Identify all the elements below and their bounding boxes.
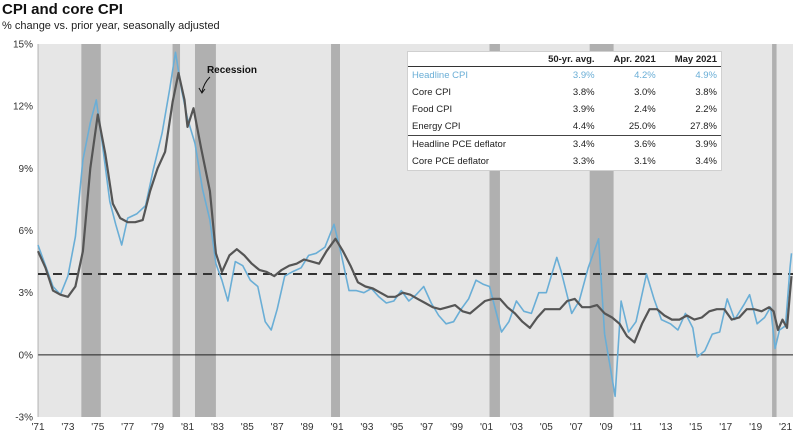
- tick-labels: -3% 0% 3% 6% 9% 12% 15% '71 '73 '75 '77 '79 '81 '83 '8…: [13, 40, 792, 434]
- cell-50yr: 3.4%: [532, 135, 599, 153]
- x-tick-label: '73: [61, 422, 74, 433]
- cell-apr2021: 25.0%: [628, 121, 656, 132]
- cell-may2021: 4.9%: [695, 70, 717, 81]
- stats-row-core-cpi: Core CPI 3.8% 3.0% 3.8%: [408, 84, 721, 101]
- cell-50yr: 4.4%: [572, 121, 595, 132]
- x-tick-label: '75: [91, 422, 104, 433]
- row-label: Core CPI: [412, 87, 452, 98]
- stats-row-headline-pce: Headline PCE deflator 3.4% 3.6% 3.9%: [408, 135, 721, 153]
- cell-apr2021: 3.0%: [634, 87, 656, 98]
- cell-50yr: 3.9%: [572, 104, 595, 115]
- x-tick-label: '99: [450, 422, 463, 433]
- stats-header-apr2021: Apr. 2021: [598, 52, 660, 67]
- series-lines: [36, 51, 793, 398]
- cell-may2021: 3.4%: [695, 156, 717, 167]
- headline-cpi-line: [37, 51, 793, 398]
- x-tick-label: '71: [31, 422, 44, 433]
- x-tick-label: '85: [241, 422, 254, 433]
- axis-lines: [37, 44, 793, 417]
- x-tick-label: '17: [719, 422, 732, 433]
- recession-band: [772, 44, 777, 417]
- x-tick-label: '01: [480, 422, 493, 433]
- y-tick-label: -3%: [15, 413, 33, 424]
- recession-band: [194, 44, 216, 417]
- stats-header-50yr: 50-yr. avg.: [532, 52, 599, 67]
- cell-apr2021: 4.2%: [634, 70, 656, 81]
- cell-50yr: 3.8%: [572, 87, 595, 98]
- row-label: Food CPI: [412, 104, 453, 115]
- cell-50yr: 3.9%: [572, 70, 595, 81]
- cell-may2021: 2.2%: [695, 104, 717, 115]
- row-label: Core PCE deflator: [412, 156, 490, 167]
- x-tick-label: '09: [600, 422, 613, 433]
- x-tick-label: '21: [779, 422, 792, 433]
- y-tick-label: 9%: [19, 164, 34, 175]
- x-tick-label: '13: [659, 422, 672, 433]
- x-tick-label: '89: [301, 422, 314, 433]
- x-tick-label: '81: [181, 422, 194, 433]
- cell-may2021: 3.8%: [695, 87, 717, 98]
- y-tick-label: 3%: [19, 288, 34, 299]
- recession-band: [81, 44, 101, 417]
- cell-may2021: 3.9%: [659, 135, 721, 153]
- cell-apr2021: 3.1%: [634, 156, 656, 167]
- stats-row-headline-cpi: Headline CPI 3.9% 4.2% 4.9%: [408, 67, 721, 85]
- core-cpi-line: [36, 71, 793, 344]
- row-label: Energy CPI: [412, 121, 461, 132]
- x-tick-label: '77: [121, 422, 134, 433]
- x-tick-label: '07: [570, 422, 583, 433]
- x-tick-label: '91: [330, 422, 343, 433]
- x-tick-label: '11: [630, 422, 643, 433]
- x-tick-label: '19: [749, 422, 762, 433]
- x-tick-label: '83: [211, 422, 224, 433]
- recession-band: [172, 44, 181, 417]
- recession-label: Recession: [207, 65, 257, 76]
- recession-arrow: [201, 76, 211, 93]
- y-tick-label: 12%: [13, 102, 33, 113]
- stats-header-row: 50-yr. avg. Apr. 2021 May 2021: [408, 52, 721, 67]
- x-tick-label: '95: [390, 422, 403, 433]
- arrow-head-icon: [198, 87, 206, 94]
- chart-title: CPI and core CPI: [2, 1, 123, 18]
- stats-row-core-pce: Core PCE deflator 3.3% 3.1% 3.4%: [408, 153, 721, 170]
- x-tick-label: '87: [271, 422, 284, 433]
- y-tick-label: 6%: [19, 226, 34, 237]
- stats-row-food-cpi: Food CPI 3.9% 2.4% 2.2%: [408, 101, 721, 118]
- stats-header-may2021: May 2021: [659, 52, 721, 67]
- row-label: Headline PCE deflator: [408, 135, 533, 153]
- y-tick-label: 15%: [13, 40, 33, 51]
- x-tick-label: '79: [151, 422, 164, 433]
- x-tick-label: '03: [510, 422, 523, 433]
- x-tick-label: '15: [689, 422, 702, 433]
- x-tick-label: '97: [420, 422, 433, 433]
- cell-may2021: 27.8%: [690, 121, 717, 132]
- row-label: Headline CPI: [412, 70, 468, 81]
- annotations: Recession: [198, 65, 257, 94]
- stats-row-energy-cpi: Energy CPI 4.4% 25.0% 27.8%: [408, 118, 721, 136]
- y-tick-label: 0%: [19, 350, 34, 361]
- x-tick-label: '05: [540, 422, 553, 433]
- stats-header-label: [408, 52, 533, 67]
- cell-apr2021: 2.4%: [634, 104, 656, 115]
- stats-table: 50-yr. avg. Apr. 2021 May 2021 Headline …: [407, 51, 722, 171]
- cell-50yr: 3.3%: [572, 156, 595, 167]
- chart-subtitle: % change vs. prior year, seasonally adju…: [2, 20, 220, 32]
- x-tick-label: '93: [360, 422, 373, 433]
- cell-apr2021: 3.6%: [598, 135, 660, 153]
- recession-band: [489, 44, 500, 417]
